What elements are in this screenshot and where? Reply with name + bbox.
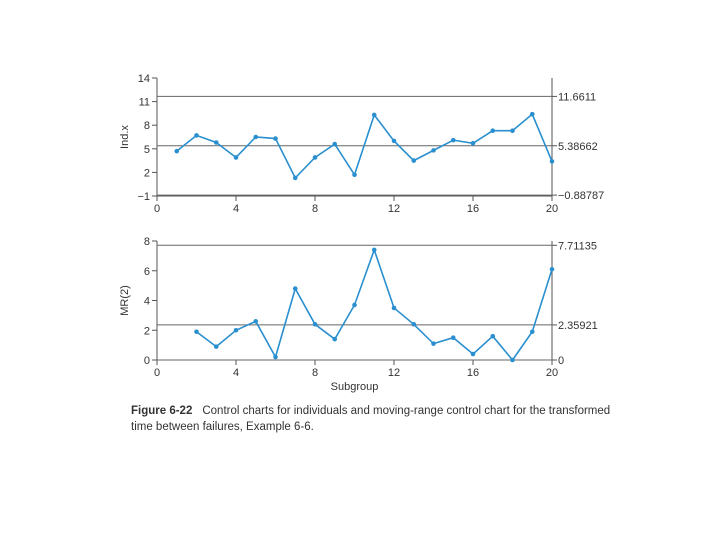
x-tick-label: 16 [467, 367, 479, 379]
y-tick-label: 6 [144, 266, 150, 278]
data-point [391, 138, 397, 144]
data-point [510, 357, 515, 363]
data-point [233, 327, 239, 333]
x-tick-label: 4 [233, 203, 239, 215]
figure-label: Figure 6-22 [131, 405, 193, 417]
x-tick-label: 0 [154, 367, 160, 379]
y-tick-label: 8 [144, 236, 150, 248]
data-point [411, 322, 417, 327]
data-point [529, 111, 535, 117]
y-tick-label: 4 [144, 296, 150, 308]
data-point [312, 155, 318, 160]
limit-label-ucl: 11.6611 [558, 91, 596, 103]
data-point [371, 247, 377, 253]
data-point [490, 333, 496, 339]
figure-caption: Figure 6-22 Control charts for individual… [131, 403, 621, 435]
data-point [549, 266, 555, 272]
data-point [213, 140, 219, 145]
x-tick-label: 20 [546, 367, 558, 379]
x-tick-label: 20 [546, 203, 558, 215]
data-point [332, 141, 338, 147]
y-axis-label: MR(2) [119, 285, 131, 316]
data-point [213, 344, 219, 349]
data-point [431, 148, 436, 153]
data-point [253, 134, 259, 140]
y-tick-label: 8 [144, 120, 150, 132]
limit-label-cl: 2.35921 [558, 320, 598, 332]
x-tick-label: 8 [312, 367, 318, 379]
x-axis-label: Subgroup [331, 381, 379, 393]
series-line [176, 112, 553, 180]
limit-label-lcl: −0.88787 [558, 190, 604, 202]
data-point [253, 319, 259, 324]
data-point [431, 341, 436, 346]
limit-label-lcl: 0 [558, 355, 564, 367]
data-point [490, 128, 496, 134]
data-point [510, 128, 515, 134]
data-point [391, 305, 397, 311]
x-tick-label: 12 [388, 203, 400, 215]
x-tick-label: 8 [312, 203, 318, 215]
data-point [194, 133, 199, 138]
caption-text: Control charts for individuals and movin… [131, 405, 611, 433]
data-point [292, 175, 298, 181]
chart-panel-2: 0 2 4 6 8 0 4 8 12 16 20 MR(2) Subgroup 7.71135 2.3592… [119, 236, 598, 393]
data-point [273, 136, 278, 141]
y-axis-label: Ind.x [119, 125, 131, 149]
data-point [292, 286, 298, 291]
data-point [470, 351, 476, 357]
x-tick-label: 16 [467, 203, 479, 215]
data-point [450, 137, 456, 143]
data-point [174, 148, 180, 154]
data-point [352, 302, 357, 308]
y-tick-label: 2 [144, 167, 150, 179]
x-tick-label: 0 [154, 203, 160, 215]
y-tick-label: 0 [144, 355, 150, 367]
data-point [450, 335, 456, 340]
data-point [194, 329, 199, 335]
limit-label-cl: 5.38662 [558, 141, 598, 153]
data-point [549, 159, 555, 164]
y-tick-label: 2 [144, 325, 150, 337]
data-point [470, 140, 476, 146]
data-point [233, 155, 239, 160]
limit-label-ucl: 7.71135 [558, 240, 597, 252]
data-point [529, 329, 535, 335]
y-tick-label: 5 [144, 144, 150, 156]
data-point [352, 172, 357, 178]
data-point [332, 336, 338, 342]
y-tick-label: −1 [137, 191, 150, 203]
data-point [371, 112, 377, 118]
y-tick-label: 11 [139, 97, 150, 109]
y-tick-label: 14 [138, 73, 150, 85]
data-point [312, 322, 318, 327]
x-tick-label: 4 [233, 367, 239, 379]
data-point [411, 158, 417, 163]
series-line [196, 247, 553, 362]
x-tick-label: 12 [388, 367, 400, 379]
chart-panel-1: −1 2 5 8 11 14 0 4 8 12 16 20 Ind.x 11.6611 5.38662 −0.… [119, 73, 604, 215]
data-point [273, 354, 278, 360]
